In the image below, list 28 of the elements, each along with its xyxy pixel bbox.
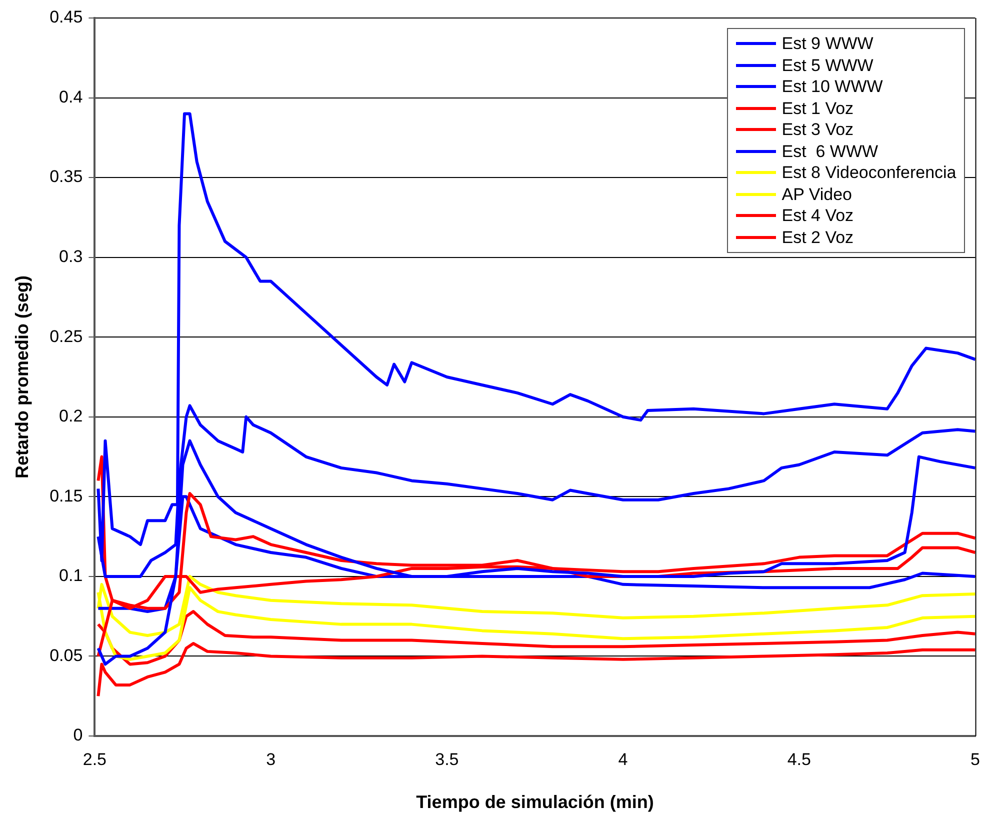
legend-label: AP Video bbox=[780, 184, 854, 205]
legend-label: Est 8 Videoconferencia bbox=[780, 162, 956, 184]
x-tick-label: 4 bbox=[618, 750, 628, 769]
y-axis-title: Retardo promedio (seg) bbox=[12, 275, 32, 479]
y-tick-label: 0.4 bbox=[59, 87, 83, 106]
y-tick-label: 0 bbox=[73, 726, 83, 745]
x-tick-label: 3 bbox=[266, 750, 276, 769]
y-tick-label: 0.3 bbox=[59, 247, 83, 266]
legend-label: Est 3 Voz bbox=[780, 119, 855, 140]
y-tick-label: 0.05 bbox=[50, 646, 83, 665]
legend-label: Est 1 Voz bbox=[780, 98, 855, 119]
x-tick-label: 2.5 bbox=[82, 750, 107, 769]
y-tick-label: 0.1 bbox=[59, 566, 83, 586]
y-tick-label: 0.25 bbox=[50, 326, 83, 346]
x-tick-label: 5 bbox=[970, 750, 980, 769]
legend-label: Est 9 WWW bbox=[780, 33, 874, 54]
x-axis-title: Tiempo de simulación (min) bbox=[416, 792, 654, 812]
y-tick-label: 0.15 bbox=[50, 486, 83, 506]
y-tick-label: 0.45 bbox=[50, 8, 83, 27]
x-tick-label: 4.5 bbox=[787, 750, 811, 769]
legend-label: Est 4 Voz bbox=[780, 205, 855, 226]
x-tick-label: 3.5 bbox=[435, 750, 459, 769]
legend-label: Est 2 Voz bbox=[780, 226, 855, 248]
y-tick-label: 0.2 bbox=[59, 406, 83, 426]
legend-label: Est 6 WWW bbox=[780, 140, 880, 162]
y-tick-label: 0.35 bbox=[50, 167, 83, 186]
legend-label: Est 5 WWW bbox=[780, 54, 874, 76]
legend-label: Est 10 WWW bbox=[780, 76, 884, 98]
